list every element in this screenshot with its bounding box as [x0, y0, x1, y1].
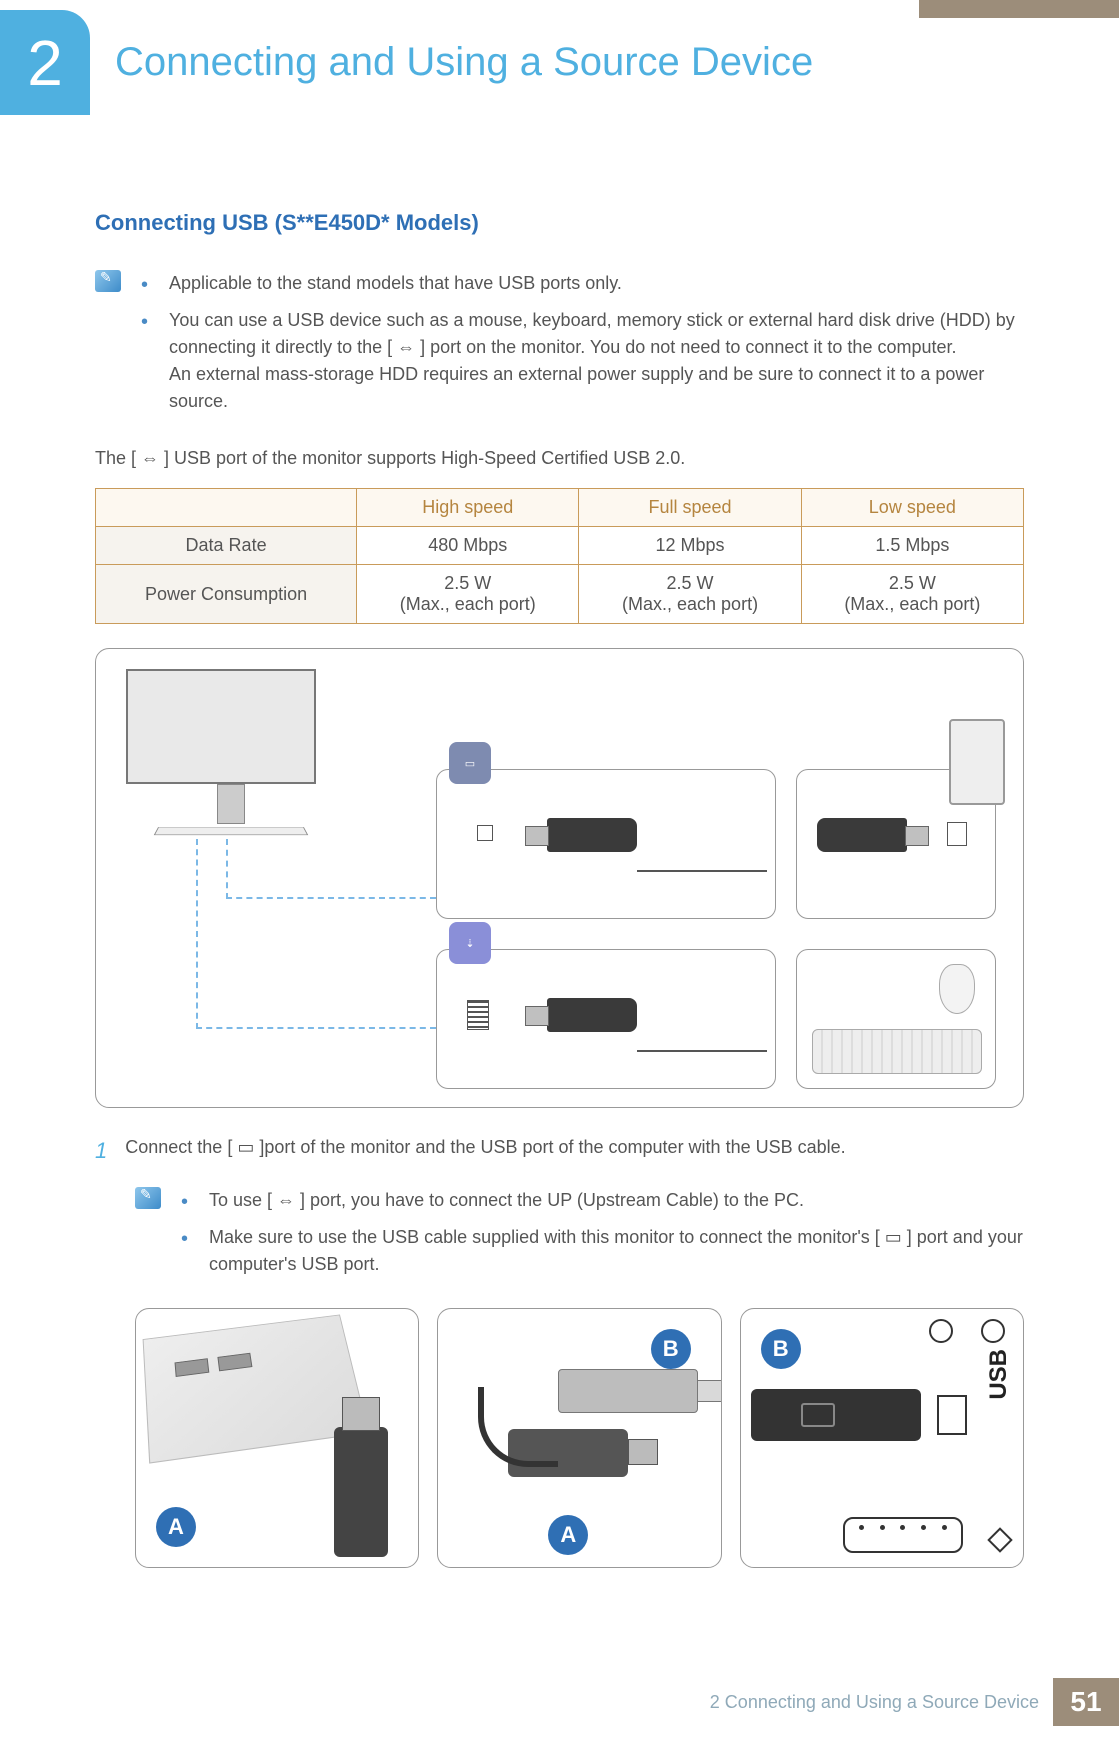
cable-box-upstream: ▭ — [436, 769, 776, 919]
step-number: 1 — [95, 1134, 107, 1167]
connection-diagram: ▭ ⇣ — [95, 648, 1024, 1108]
port-tab-upstream: ▭ — [449, 742, 491, 784]
monitor-screen — [126, 669, 316, 784]
panel-pc-port: USB B — [740, 1308, 1024, 1568]
row-label: Data Rate — [96, 527, 357, 565]
table-header-low: Low speed — [801, 489, 1023, 527]
step-text: Connect the [ ▭ ]port of the monitor and… — [125, 1134, 845, 1167]
table-header-high: High speed — [357, 489, 579, 527]
panel-cable: B A — [437, 1308, 721, 1568]
table-cell: 2.5 W (Max., each port) — [579, 565, 801, 624]
serial-port-icon — [843, 1517, 963, 1553]
page-footer: 2 Connecting and Using a Source Device 5… — [710, 1678, 1119, 1726]
note-block-1: Applicable to the stand models that have… — [95, 270, 1024, 425]
port-tab-downstream: ⇣ — [449, 922, 491, 964]
mouse-illustration — [939, 964, 975, 1014]
chapter-title: Connecting and Using a Source Device — [115, 40, 813, 85]
table-header-full: Full speed — [579, 489, 801, 527]
table-row: Power Consumption 2.5 W (Max., each port… — [96, 565, 1024, 624]
usb-b-plug — [547, 818, 637, 852]
chapter-number-tab: 2 — [0, 10, 90, 115]
step-1: 1 Connect the [ ▭ ]port of the monitor a… — [95, 1134, 1024, 1167]
dashed-line-lower — [196, 839, 436, 1029]
cable-curve — [478, 1387, 558, 1467]
usb-a-plug-device — [547, 998, 637, 1032]
chapter-number: 2 — [27, 26, 63, 100]
note-1-item: You can use a USB device such as a mouse… — [141, 307, 1024, 415]
table-cell: 2.5 W (Max., each port) — [357, 565, 579, 624]
cable-line — [637, 1050, 767, 1052]
usb-b-connector — [334, 1427, 388, 1557]
badge-a: A — [548, 1515, 588, 1555]
note-2-list: To use [ ⇔ ] port, you have to connect t… — [181, 1187, 1024, 1288]
pc-usb-port-icon — [947, 822, 967, 846]
note-icon — [135, 1187, 161, 1209]
usb-socket — [937, 1395, 967, 1435]
table-header-row: High speed Full speed Low speed — [96, 489, 1024, 527]
table-row: Data Rate 480 Mbps 12 Mbps 1.5 Mbps — [96, 527, 1024, 565]
table-cell: 2.5 W (Max., each port) — [801, 565, 1023, 624]
usb-b-tip — [342, 1397, 380, 1431]
usb-a-connector — [558, 1369, 698, 1413]
note-icon — [95, 270, 121, 292]
badge-b: B — [761, 1329, 801, 1369]
usb-symbol — [801, 1403, 835, 1427]
ps2-port-icon — [929, 1319, 953, 1343]
monitor-illustration — [116, 669, 346, 849]
table-cell: 1.5 Mbps — [801, 527, 1023, 565]
footer-page-number: 51 — [1053, 1678, 1119, 1726]
badge-b: B — [651, 1329, 691, 1369]
keyboard-illustration — [812, 1029, 982, 1074]
peripheral-box — [796, 949, 996, 1089]
footer-chapter-text: 2 Connecting and Using a Source Device — [710, 1692, 1039, 1713]
table-cell: 12 Mbps — [579, 527, 801, 565]
header-stripe — [919, 0, 1119, 18]
cable-box-downstream: ⇣ — [436, 949, 776, 1089]
cable-line — [637, 870, 767, 872]
panel-monitor-port: A — [135, 1308, 419, 1568]
usb-speed-table: High speed Full speed Low speed Data Rat… — [95, 488, 1024, 624]
body-text-usb-support: The [ ⇔ ] USB port of the monitor suppor… — [95, 445, 1024, 472]
monitor-stand — [217, 784, 245, 824]
detail-panels: A B A USB — [135, 1308, 1024, 1568]
usb-a-tip — [697, 1380, 721, 1402]
screw-icon — [987, 1527, 1012, 1552]
table-cell: 480 Mbps — [357, 527, 579, 565]
row-label: Power Consumption — [96, 565, 357, 624]
monitor-base — [154, 827, 308, 835]
note-block-2: To use [ ⇔ ] port, you have to connect t… — [135, 1187, 1024, 1288]
usb-label: USB — [985, 1349, 1013, 1400]
pc-tower-illustration — [949, 719, 1005, 805]
ps2-port-icon — [981, 1319, 1005, 1343]
usb-a-plug-inserted — [751, 1389, 921, 1441]
table-header-blank — [96, 489, 357, 527]
usb-b-tip — [628, 1439, 658, 1465]
note-1-item: Applicable to the stand models that have… — [141, 270, 1024, 297]
note-2-item: Make sure to use the USB cable supplied … — [181, 1224, 1024, 1278]
usb-port-slot — [175, 1358, 210, 1377]
note-1-list: Applicable to the stand models that have… — [141, 270, 1024, 425]
badge-a: A — [156, 1507, 196, 1547]
usb-a-plug — [817, 818, 907, 852]
usb-port-slot — [217, 1353, 252, 1372]
section-title: Connecting USB (S**E450D* Models) — [95, 210, 1024, 236]
usb-b-port-icon — [477, 825, 493, 841]
usb-a-port-icon — [467, 1000, 489, 1030]
note-2-item: To use [ ⇔ ] port, you have to connect t… — [181, 1187, 1024, 1214]
page-content: Connecting USB (S**E450D* Models) Applic… — [95, 210, 1024, 1568]
